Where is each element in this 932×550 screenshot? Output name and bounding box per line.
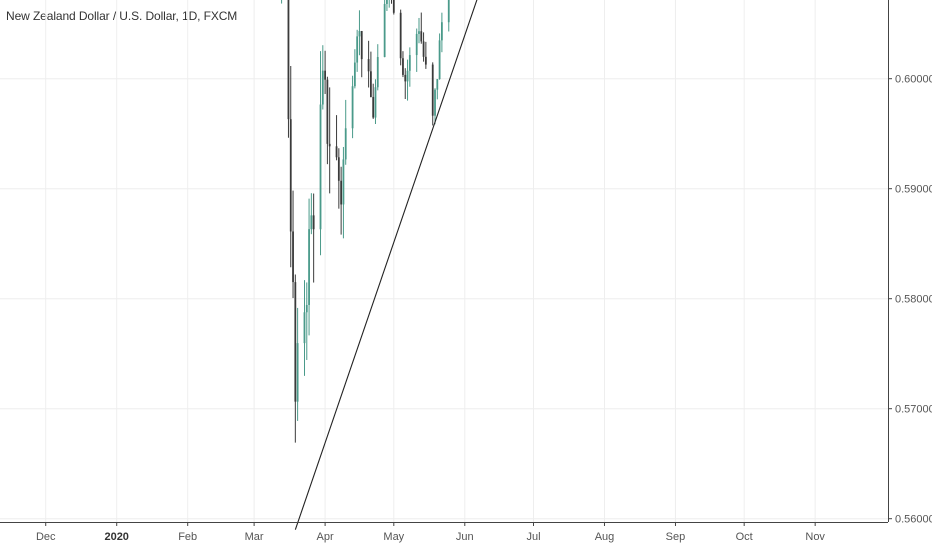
candle-body	[372, 96, 375, 118]
lower-trendline	[294, 0, 478, 530]
candle-body	[408, 55, 411, 71]
candle-body	[340, 180, 343, 205]
x-tick-label: Dec	[36, 531, 56, 543]
candle-body	[406, 70, 409, 82]
candle-body	[392, 0, 395, 13]
candle-body	[319, 104, 322, 230]
candle-body	[310, 215, 313, 230]
candle-body	[360, 31, 363, 60]
candle-body	[402, 58, 404, 75]
candle-body	[399, 12, 402, 59]
candle-body	[434, 89, 436, 116]
candle-body	[447, 0, 450, 23]
candle-body	[383, 3, 386, 58]
candle-body	[386, 0, 388, 4]
y-tick-label: 0.60000	[895, 74, 932, 86]
candle-body	[287, 0, 290, 120]
x-tick-label: May	[383, 531, 404, 543]
candle-body	[294, 282, 297, 402]
candle-body	[292, 231, 294, 283]
candle-body	[374, 87, 377, 118]
candle-body	[415, 33, 418, 56]
candle-body	[422, 41, 425, 57]
candle-body	[296, 343, 299, 402]
candle-body	[376, 57, 379, 88]
candle-body	[342, 159, 345, 205]
grid-lines	[0, 0, 888, 522]
price-axis[interactable]: 0.690000.680000.670000.660000.650000.640…	[888, 0, 932, 526]
candle-body	[370, 71, 372, 97]
x-tick-label: Oct	[736, 531, 753, 543]
candle-body	[367, 59, 370, 72]
y-tick-label: 0.59000	[895, 184, 932, 196]
y-tick-label: 0.57000	[895, 404, 932, 416]
candle-body	[431, 64, 434, 116]
candle-body	[305, 304, 308, 313]
candle-body	[335, 146, 338, 158]
candle-body	[326, 79, 329, 144]
x-tick-label: Jun	[456, 531, 474, 543]
candle-body	[324, 70, 326, 80]
x-tick-label: Aug	[595, 531, 615, 543]
candle-body	[351, 86, 354, 129]
candle-body	[328, 143, 331, 147]
x-tick-label: Jul	[526, 531, 540, 543]
candle-body	[440, 22, 443, 41]
x-tick-label: Apr	[317, 531, 334, 543]
candle-body	[418, 31, 420, 34]
x-tick-label: Nov	[805, 531, 825, 543]
candle-body	[436, 79, 439, 90]
candle-body	[303, 312, 306, 344]
candle-body	[321, 70, 324, 105]
x-tick-label: Feb	[178, 531, 197, 543]
x-tick-label: 2020	[104, 531, 128, 543]
candle-body	[420, 31, 423, 42]
candle-body	[312, 215, 315, 230]
candle-body	[353, 62, 356, 87]
y-tick-label: 0.56000	[895, 514, 932, 526]
candle-body	[424, 56, 427, 65]
candle-body	[438, 40, 441, 80]
candle-body	[337, 157, 340, 181]
candlestick-series	[281, 0, 450, 443]
y-tick-label: 0.58000	[895, 294, 932, 306]
drawing-tools	[294, 0, 478, 530]
candle-body	[358, 31, 361, 37]
candle-body	[344, 128, 347, 160]
candle-body	[289, 119, 292, 232]
x-tick-label: Mar	[245, 531, 264, 543]
chart-title: New Zealand Dollar / U.S. Dollar, 1D, FX…	[6, 9, 238, 23]
candle-body	[404, 74, 407, 82]
x-tick-label: Sep	[666, 531, 686, 543]
candle-body	[308, 229, 310, 305]
time-axis[interactable]: Dec 2020 Feb Mar Apr May Jun Jul Aug Sep Oct Nov	[0, 522, 888, 543]
candle-body	[356, 36, 359, 63]
